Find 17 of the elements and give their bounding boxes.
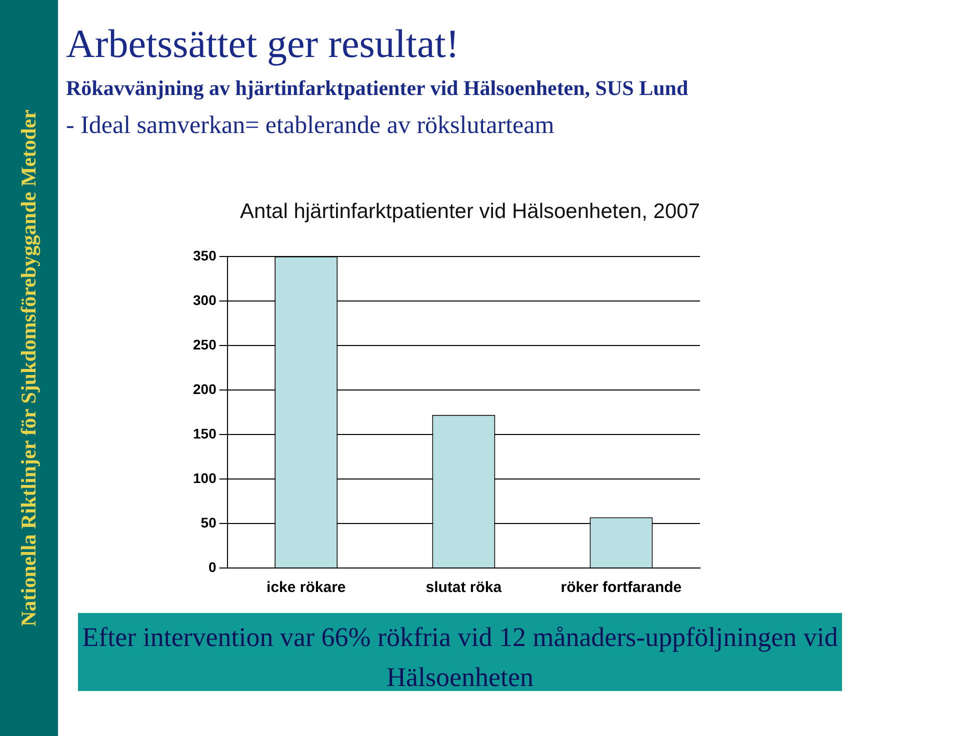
text: - Ideal samverkan= etablerande av rökslutarteam	[66, 112, 554, 140]
text: Arbetssättet ger resultat!	[66, 20, 460, 67]
chart-title: Antal hjärtinfarktpatienter vid Hälsoenheten, 2007	[239, 200, 701, 224]
x-tick-label: icke rökare	[266, 579, 346, 596]
y-tick-label: 200	[193, 380, 217, 397]
y-tick-label: 0	[208, 558, 217, 575]
text: Nationella Riktlinjer för Sjukdomsförebyggande Metoder	[16, 110, 42, 626]
x-tick-label: röker fortfarande	[560, 579, 682, 596]
y-tick-label: 50	[200, 514, 217, 530]
y-tick-label: 300	[193, 292, 217, 308]
text: Efter intervention var 66% rökfria vid 12 månaders-uppföljningen vid Hälsoenheten	[78, 613, 842, 692]
x-tick-label: slutat röka	[426, 579, 502, 596]
text: Rökavvänjning av hjärtinfarktpatienter vid Hälsoenheten, SUS Lund	[66, 76, 688, 101]
y-tick-label: 350	[193, 247, 217, 264]
y-tick-label: 250	[193, 336, 217, 352]
y-tick-label: 100	[193, 470, 217, 486]
y-tick-label: 150	[193, 425, 217, 442]
